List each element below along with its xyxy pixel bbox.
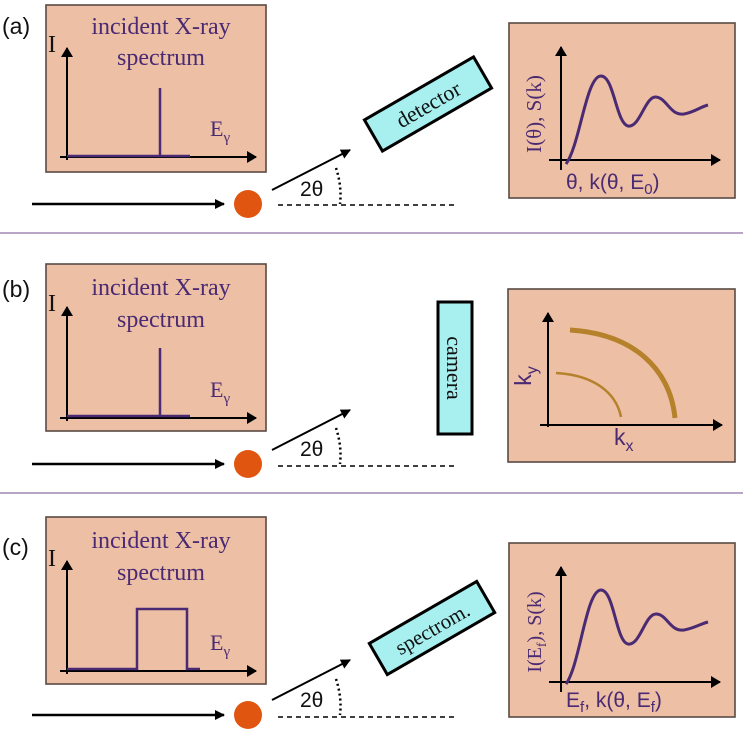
panel-b: (b) incident X-ray spectrum I Eγ 2θ came…: [2, 263, 736, 478]
panel-c-result-x-label: Ef, k(θ, Ef): [566, 689, 662, 716]
panel-c-x-label: Eγ: [210, 630, 230, 660]
panel-a-result-x-label: θ, k(θ, E0): [566, 171, 660, 198]
panel-b-spectrum-title-2: spectrum: [117, 307, 205, 333]
panel-a-tag: (a): [2, 13, 30, 39]
panel-a-detector: detector: [362, 54, 494, 154]
panel-a-scatter-beam: [271, 149, 351, 191]
panel-c-spectrum-title-1: incident X-ray: [91, 528, 230, 554]
panel-c-spectrum-box: [45, 516, 267, 685]
panel-a-x-label: Eγ: [210, 116, 230, 146]
panel-c-spectrum-line: [67, 607, 200, 671]
panel-b-tag: (b): [2, 276, 30, 302]
panel-c-result-box: [508, 542, 736, 718]
panel-c-angle-label: 2θ: [300, 689, 323, 712]
panel-b-camera: camera: [436, 300, 474, 436]
panel-a-spectrum-box: [45, 4, 267, 173]
panel-b-sample: [234, 450, 262, 478]
panel-c-sample: [234, 701, 262, 729]
panel-b-spectrum-line: [67, 348, 190, 418]
panel-c-scatter-beam: [271, 659, 351, 701]
panel-a-sample: [234, 190, 262, 218]
panel-b-spectrum-box: [45, 263, 267, 432]
panel-c-spectrometer: spectrom.: [367, 579, 497, 677]
panel-b-outer-ring: [569, 327, 678, 419]
panel-c-angle-arc: [334, 678, 342, 716]
panel-c-y-label: I: [48, 546, 56, 572]
panel-a-spectrum-title-2: spectrum: [117, 45, 205, 71]
panel-b-x-label: Eγ: [210, 377, 230, 407]
panel-b-camera-label: camera: [442, 336, 467, 400]
panel-b-scatter-beam: [271, 409, 351, 451]
panel-b-result-y-label: ky: [510, 366, 541, 386]
panel-a-result-y-label: I(θ), S(k): [522, 75, 546, 153]
panel-a-angle-label: 2θ: [300, 178, 323, 201]
panel-c-result-y-label: I(Ef), S(k): [524, 591, 550, 672]
panel-a-spectrum-line: [67, 88, 190, 158]
panel-c-tag: (c): [2, 534, 29, 560]
panel-b-angle-arc: [334, 427, 342, 465]
panel-a-angle-arc: [334, 167, 342, 205]
panel-b-inner-ring: [555, 371, 623, 418]
panel-a: (a) incident X-ray spectrum I Eγ 2θ dete…: [2, 4, 736, 218]
panel-c-result-curve: [564, 588, 709, 685]
panel-a-result-curve: [564, 74, 709, 165]
panel-a-spectrum-title-1: incident X-ray: [91, 14, 230, 40]
panel-b-angle-label: 2θ: [300, 438, 323, 461]
panel-a-y-label: I: [48, 32, 56, 58]
panel-b-y-label: I: [48, 291, 56, 317]
panel-c: (c) incident X-ray spectrum I Eγ 2θ spec…: [2, 516, 736, 729]
panel-b-result-x-label: kx: [614, 424, 634, 455]
panel-b-spectrum-title-1: incident X-ray: [91, 275, 230, 301]
panel-c-spectrum-title-2: spectrum: [117, 560, 205, 586]
